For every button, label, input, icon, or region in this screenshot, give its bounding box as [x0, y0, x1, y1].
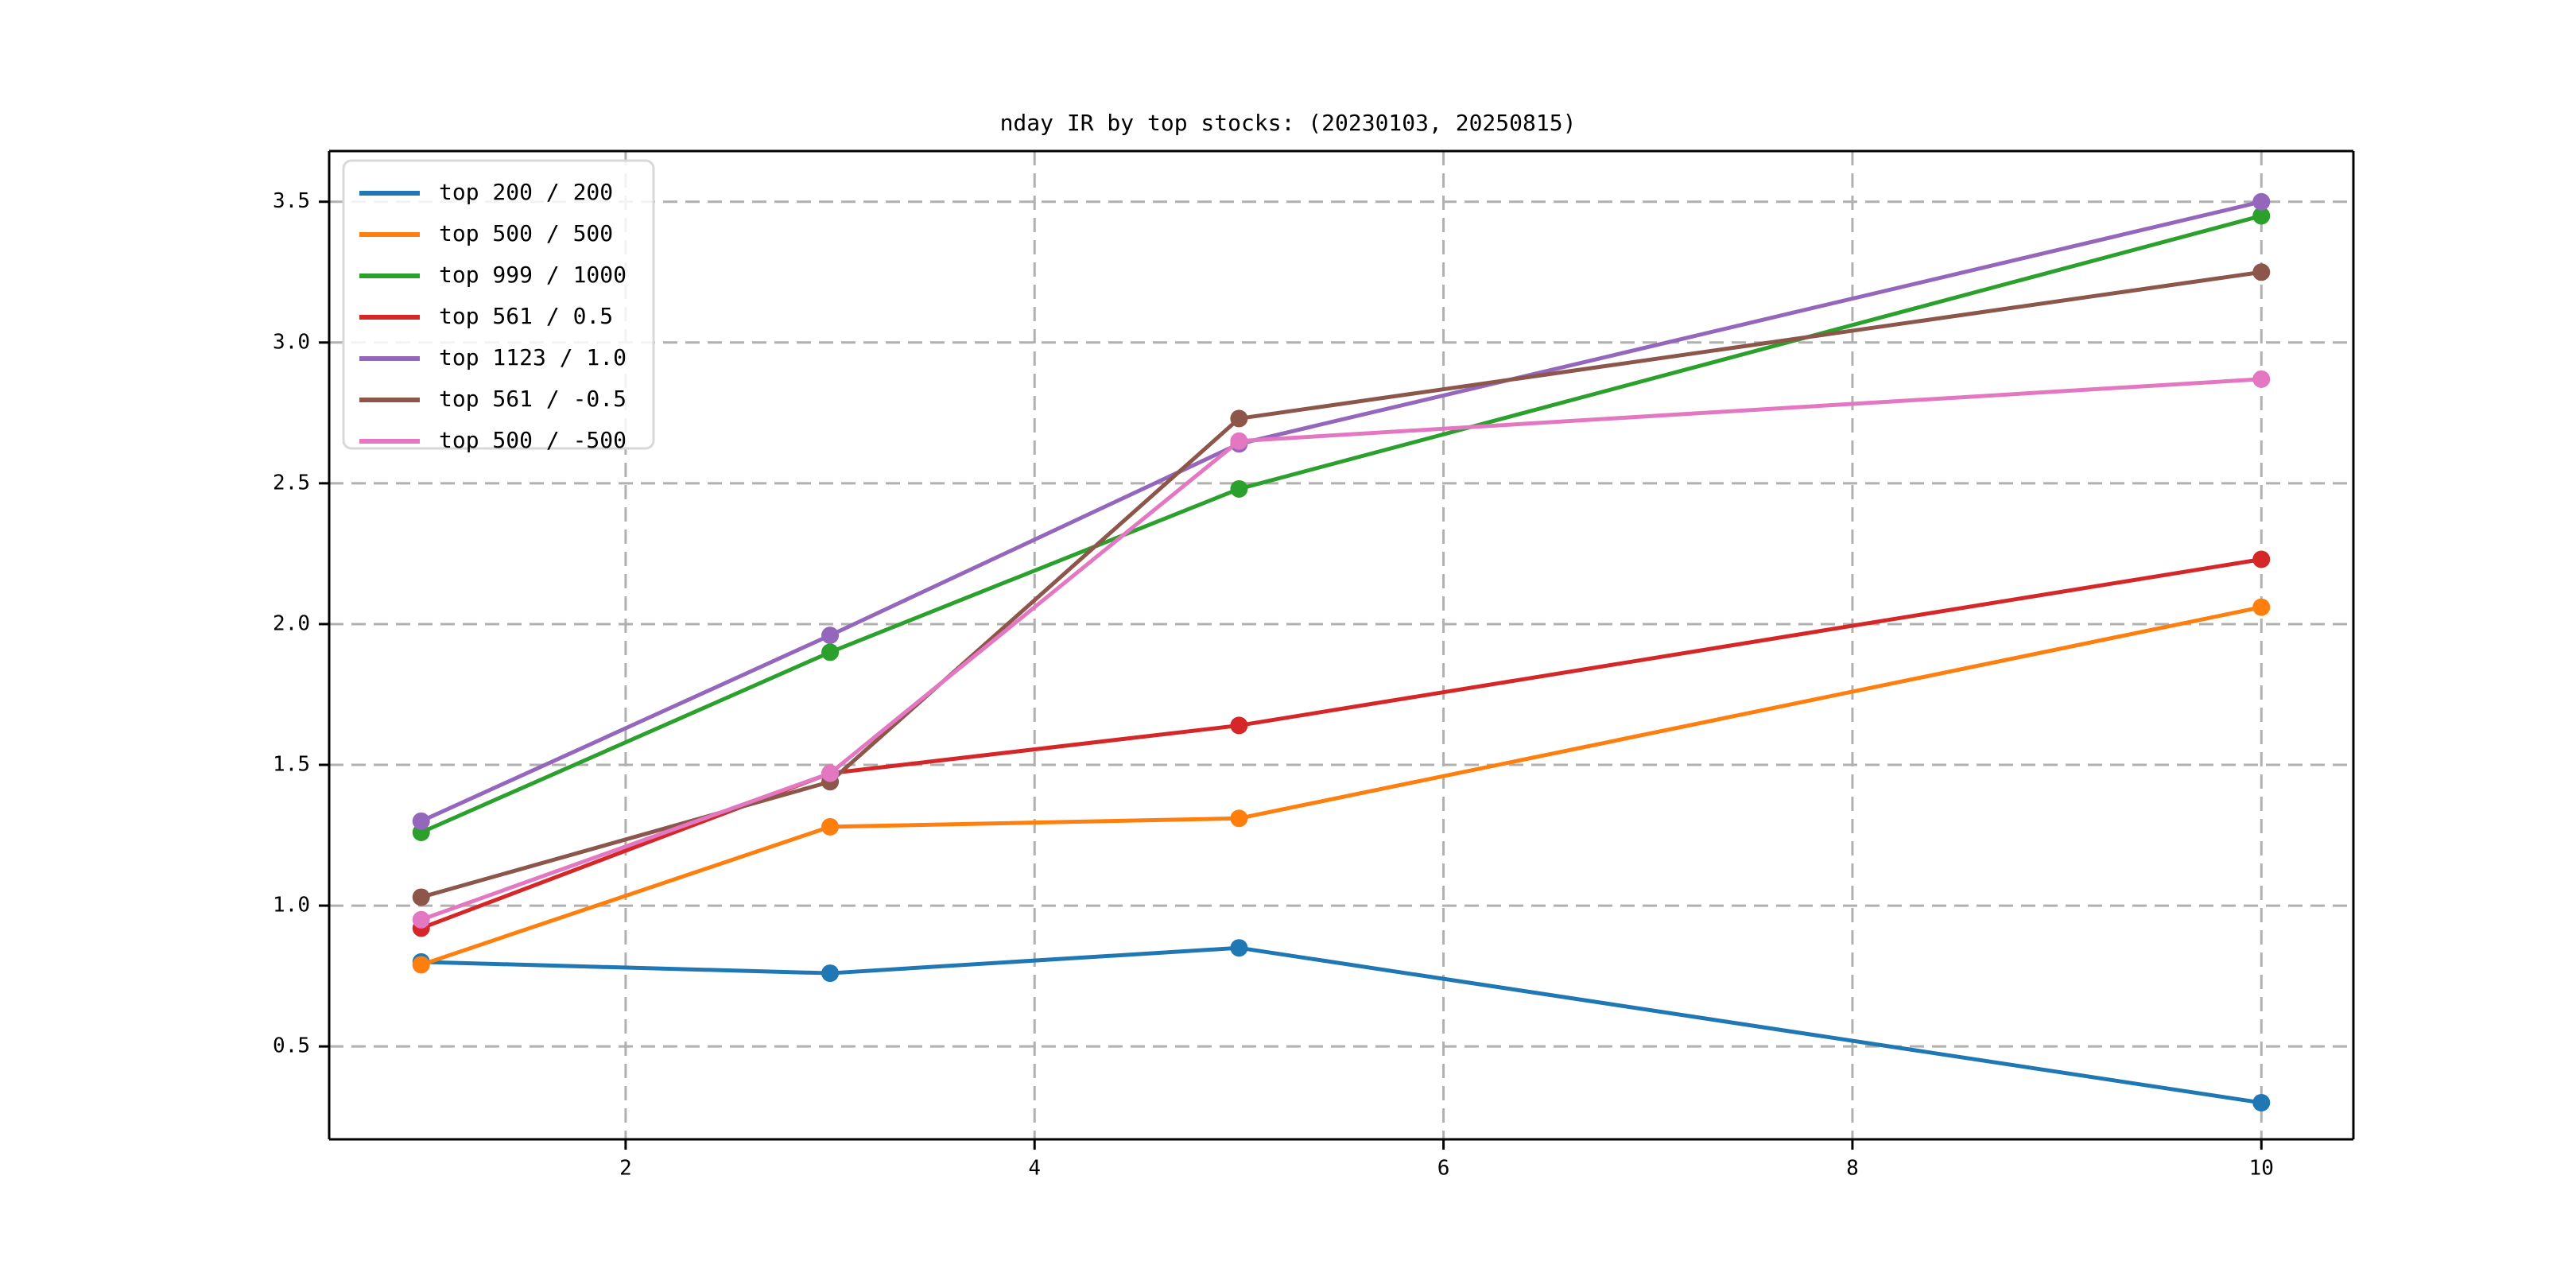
series-5: [412, 263, 2271, 906]
series-line: [419, 200, 2264, 824]
data-point-marker: [821, 627, 840, 645]
data-point-marker: [1230, 479, 1248, 498]
data-point-marker: [1230, 809, 1248, 828]
data-point-marker: [821, 643, 840, 661]
x-tick-label: 4: [1028, 1156, 1041, 1180]
data-point-marker: [821, 964, 840, 983]
legend-label: top 999 / 1000: [439, 262, 627, 288]
data-point-marker: [1230, 716, 1248, 735]
data-point-marker: [821, 764, 840, 782]
data-point-marker: [412, 888, 430, 906]
series-line: [419, 945, 2264, 1105]
series-line: [419, 270, 2264, 899]
y-tick-label: 2.0: [273, 611, 310, 635]
y-tick-label: 3.0: [273, 330, 310, 354]
data-point-marker: [2252, 598, 2271, 616]
data-point-marker: [412, 910, 430, 929]
data-point-marker: [2252, 207, 2271, 225]
legend-label: top 561 / 0.5: [439, 303, 613, 329]
chart-legend[interactable]: top 200 / 200 top 500 / 500 top 999 / 1000…: [342, 159, 655, 453]
series-1: [412, 598, 2271, 974]
data-point-marker: [2252, 1093, 2271, 1111]
y-tick-label: 2.5: [273, 471, 310, 495]
data-point-marker: [412, 812, 430, 830]
data-point-marker: [821, 817, 840, 836]
data-point-marker: [2252, 550, 2271, 568]
series-line: [419, 605, 2264, 967]
legend-frame: [342, 159, 655, 450]
data-point-marker: [412, 956, 430, 974]
y-tick-label: 0.5: [273, 1034, 310, 1058]
x-tick-label: 8: [1846, 1156, 1859, 1180]
legend-label: top 500 / 500: [439, 220, 613, 246]
legend-label: top 1123 / 1.0: [439, 344, 627, 370]
data-point-marker: [1230, 409, 1248, 428]
x-tick-label: 10: [2249, 1156, 2274, 1180]
data-point-marker: [2252, 370, 2271, 388]
y-tick-label: 1.5: [273, 753, 310, 777]
series-line: [419, 213, 2264, 835]
x-tick-label: 6: [1437, 1156, 1450, 1180]
data-point-marker: [1230, 939, 1248, 957]
series-6: [412, 370, 2271, 929]
series-line: [419, 377, 2264, 922]
legend-label: top 561 / -0.5: [439, 386, 627, 412]
data-point-marker: [2252, 263, 2271, 281]
plot-background: [329, 151, 2353, 1139]
legend-entries: top 200 / 200 top 500 / 500 top 999 / 1000…: [359, 179, 627, 453]
x-tick-label: 2: [619, 1156, 632, 1180]
chart-title: nday IR by top stocks: (20230103, 202508…: [999, 110, 1577, 136]
y-tick-label: 3.5: [273, 189, 310, 213]
axis-spines: [328, 149, 2355, 1141]
data-point-marker: [2252, 192, 2271, 211]
y-axis-ticks: 0.5 1.0 1.5 2.0 2.5 3.0 3.5: [273, 189, 329, 1058]
data-point-marker: [1230, 432, 1248, 450]
series-line: [419, 557, 2264, 930]
y-tick-label: 1.0: [273, 894, 310, 918]
horizontal-gridlines: [329, 200, 2353, 1048]
x-axis-ticks: 2 4 6 8 10: [619, 1139, 2274, 1180]
legend-label: top 200 / 200: [439, 179, 613, 205]
data-series-layer: [412, 192, 2271, 1111]
legend-label: top 500 / -500: [439, 427, 627, 453]
